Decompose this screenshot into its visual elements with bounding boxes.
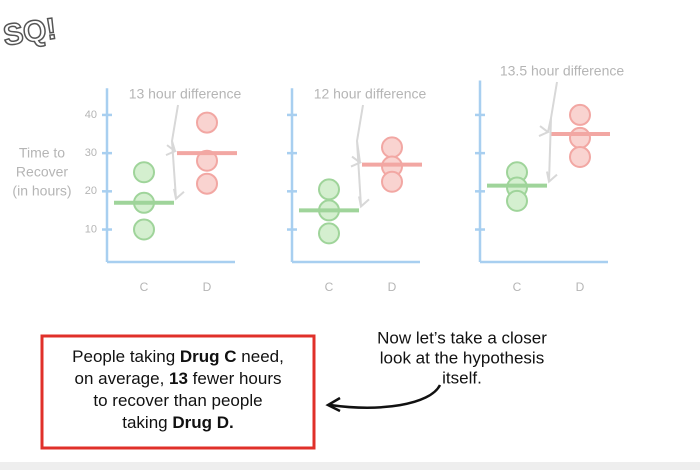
- arrow-head: [173, 188, 185, 201]
- note-arrow: [329, 384, 442, 409]
- callout-text: to recover than people: [93, 391, 262, 410]
- y-tick-label: 20: [85, 185, 97, 197]
- data-point: [381, 170, 403, 193]
- callout-line: to recover than people: [93, 391, 262, 410]
- callout-line: taking Drug D.: [122, 413, 233, 432]
- note-arrow-head: [325, 396, 341, 413]
- difference-arrow: [355, 104, 364, 207]
- arrow-head: [358, 196, 370, 209]
- callout-text: taking: [122, 413, 172, 432]
- note-line: look at the hypothesis: [380, 348, 544, 367]
- callout-text: Drug C: [180, 347, 237, 366]
- data-point: [506, 189, 528, 212]
- annotation: 13.5 hour difference: [500, 63, 624, 79]
- difference-arrow: [170, 104, 179, 199]
- data-point: [133, 218, 155, 241]
- data-point: [318, 178, 340, 201]
- callout-text: Drug D.: [172, 413, 233, 432]
- y-axis-label: Recover: [16, 164, 68, 180]
- x-tick-label: C: [513, 280, 522, 294]
- callout-text: need,: [237, 347, 284, 366]
- callout-box: [40, 334, 316, 450]
- annotation: 12 hour difference: [314, 86, 427, 102]
- arrow-head: [538, 125, 550, 137]
- difference-arrow: [547, 81, 558, 182]
- arrow-head: [546, 171, 558, 184]
- y-axis-label: Time to: [19, 145, 65, 161]
- y-tick-label: 40: [85, 109, 97, 121]
- arrow-head: [165, 144, 177, 157]
- data-point: [569, 126, 591, 149]
- arrow-head: [350, 155, 362, 168]
- logo: SQ!: [1, 12, 58, 52]
- data-point: [133, 161, 155, 184]
- data-point: [196, 172, 218, 195]
- bottom-strip: [0, 462, 700, 470]
- callout-text: People taking: [72, 347, 180, 366]
- callout-text: on average,: [75, 369, 170, 388]
- data-point: [381, 136, 403, 159]
- x-tick-label: D: [203, 280, 212, 294]
- y-tick-label: 10: [85, 223, 97, 235]
- y-tick-label: 30: [85, 147, 97, 159]
- x-tick-label: C: [325, 280, 334, 294]
- note-line: itself.: [442, 368, 482, 387]
- annotation: 13 hour difference: [129, 86, 242, 102]
- y-axis-label: (in hours): [12, 183, 71, 199]
- data-point: [569, 145, 591, 168]
- data-point: [196, 111, 218, 134]
- callout-line: People taking Drug C need,: [72, 347, 284, 366]
- data-point: [318, 222, 340, 245]
- callout-text: fewer hours: [188, 369, 282, 388]
- data-point: [196, 149, 218, 172]
- note-line: Now let’s take a closer: [377, 328, 547, 347]
- data-point: [569, 103, 591, 126]
- callout-text: 13: [169, 369, 188, 388]
- x-tick-label: D: [576, 280, 585, 294]
- x-tick-label: D: [388, 280, 397, 294]
- x-tick-label: C: [140, 280, 149, 294]
- callout-line: on average, 13 fewer hours: [75, 369, 282, 388]
